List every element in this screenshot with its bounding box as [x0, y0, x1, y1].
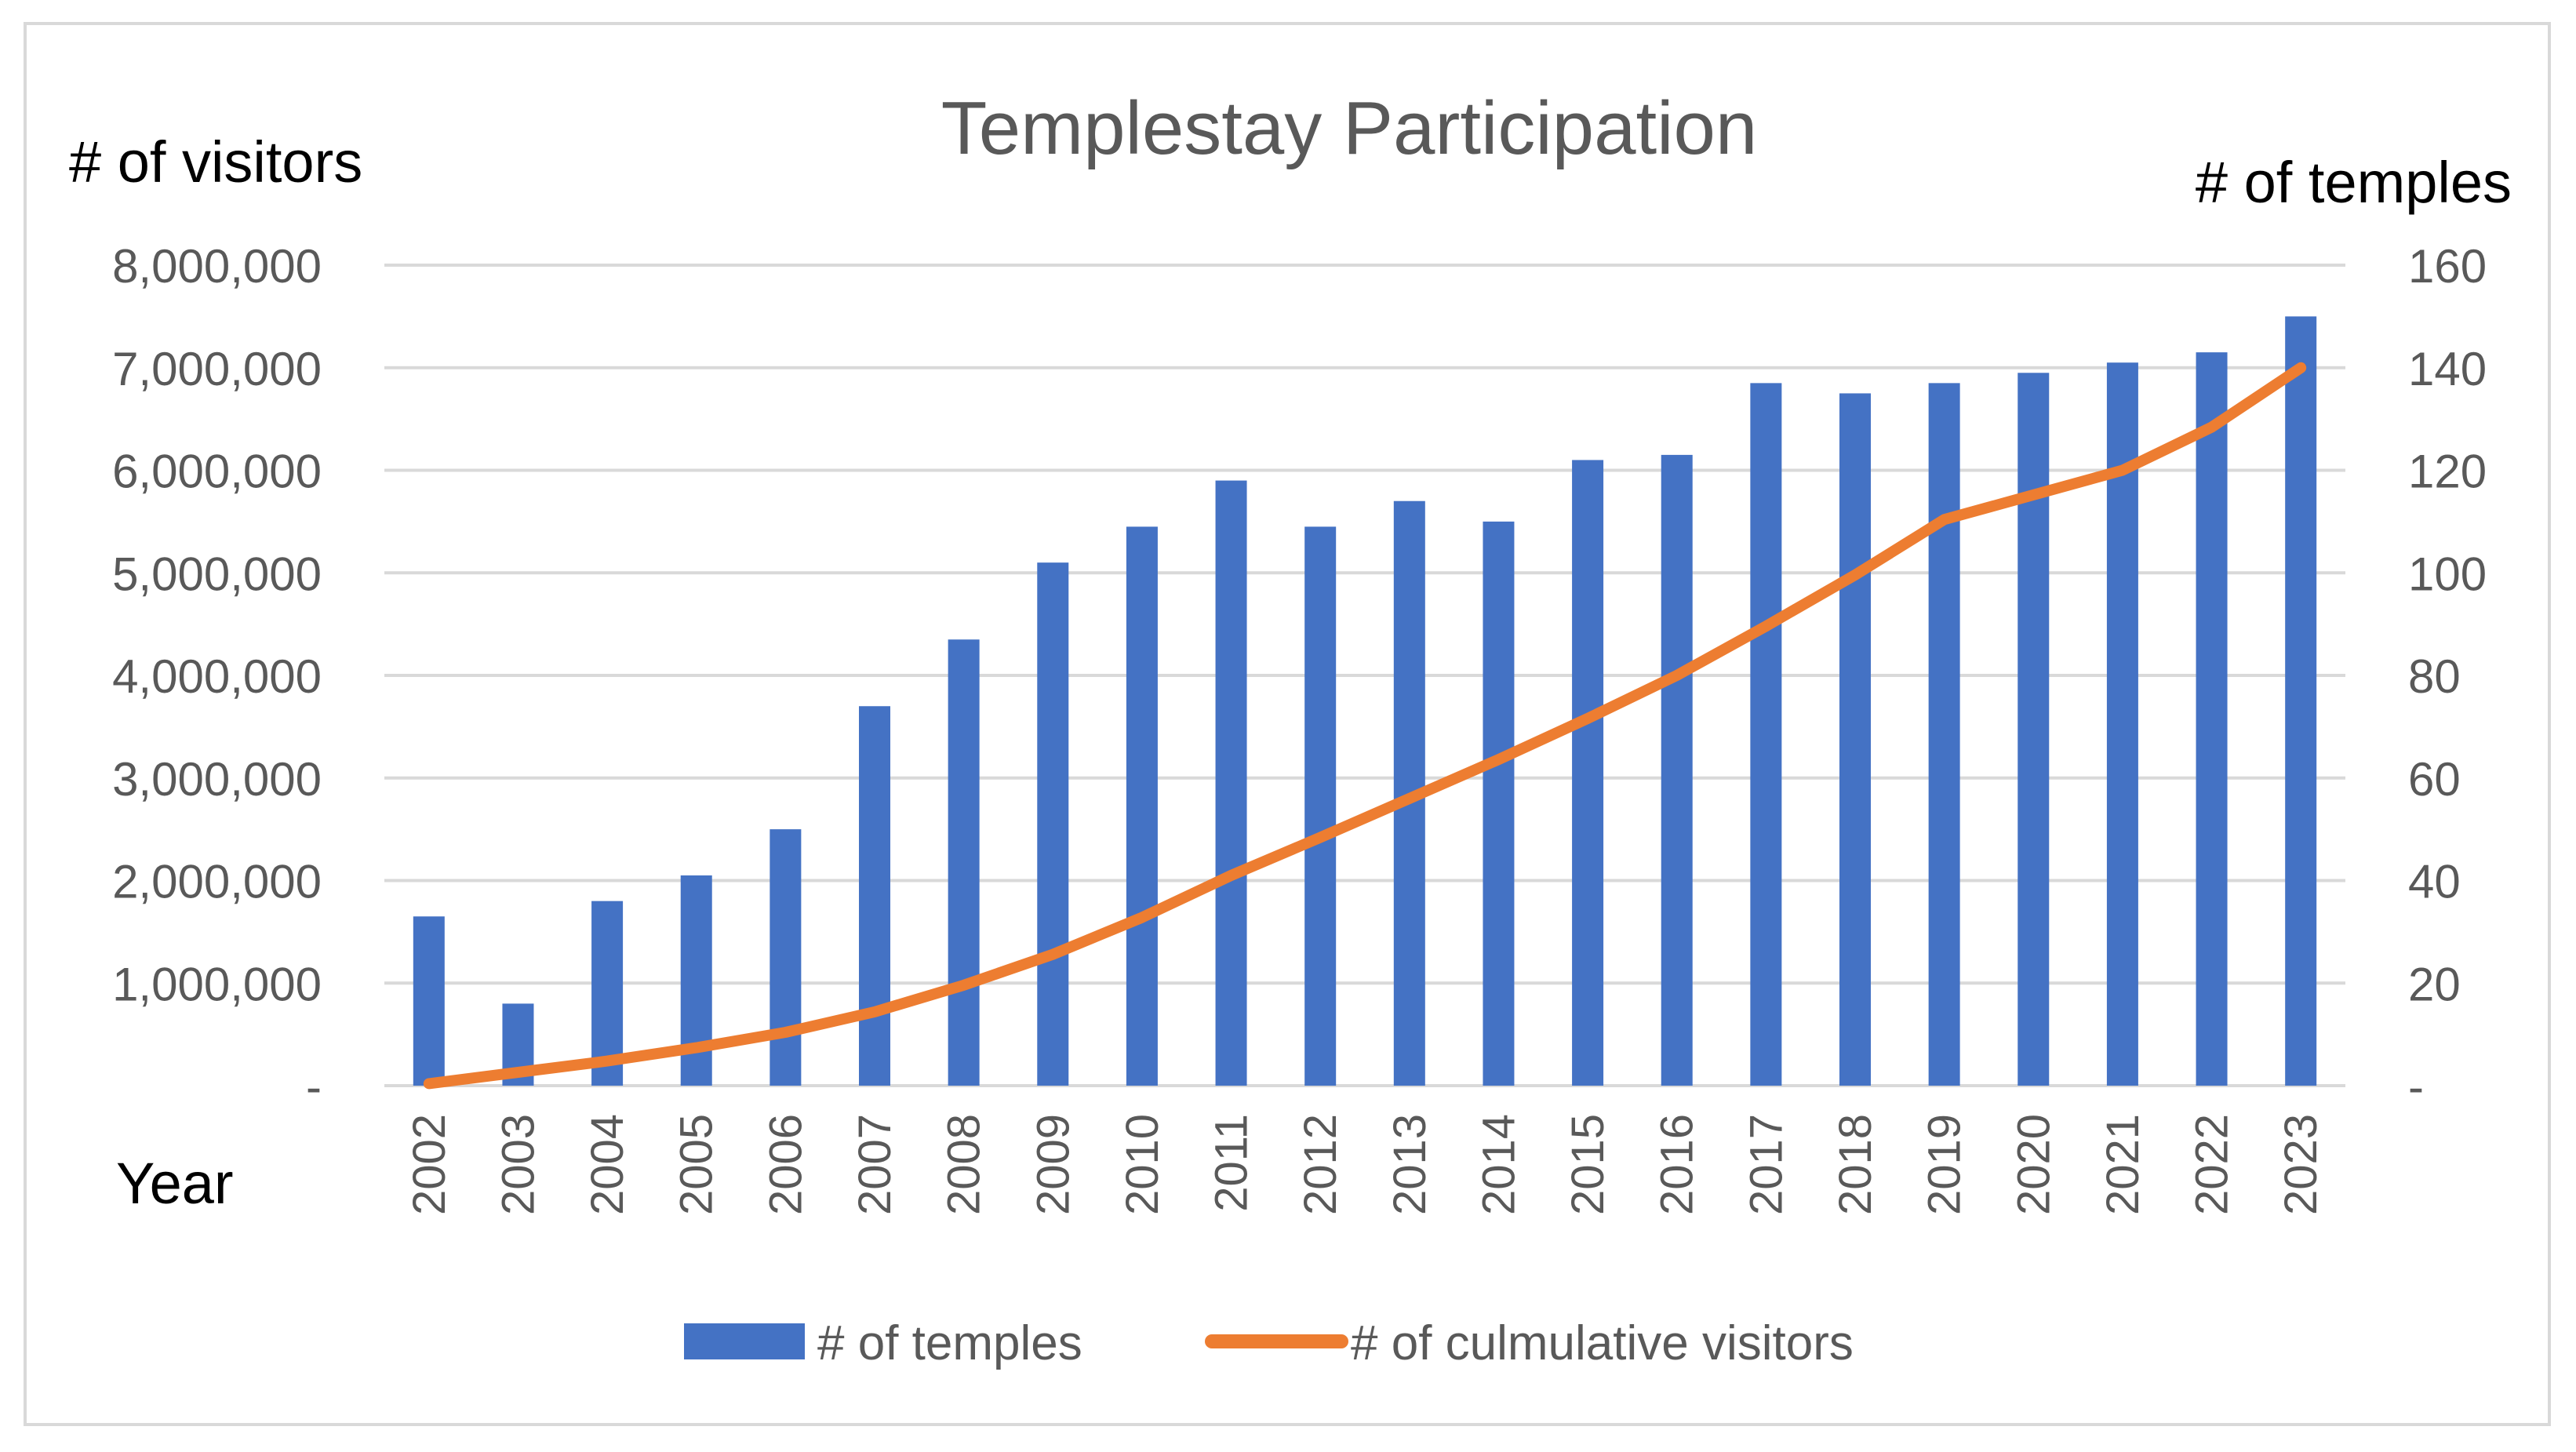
- y-right-tick-label: 80: [2408, 650, 2461, 703]
- x-tick-label: 2003: [493, 1114, 544, 1215]
- y-left-tick-label: 6,000,000: [112, 446, 322, 498]
- x-tick-label: 2004: [582, 1114, 633, 1215]
- point-visitors-2010: [1141, 917, 1143, 919]
- legend-temples-swatch: [684, 1323, 805, 1359]
- bar-temples-2016: [1661, 454, 1693, 1086]
- bar-temples-2009: [1037, 562, 1069, 1086]
- x-tick-label: 2002: [404, 1114, 455, 1215]
- x-tick-label: 2014: [1473, 1114, 1524, 1215]
- x-tick-label: 2016: [1652, 1114, 1703, 1215]
- x-tick-label: 2005: [671, 1114, 722, 1215]
- bar-temples-2007: [859, 706, 890, 1086]
- point-visitors-2023: [2300, 367, 2301, 369]
- point-visitors-2012: [1319, 837, 1321, 839]
- y-left-tick-label: -: [306, 1061, 322, 1113]
- y-right-axis-title: # of temples: [2196, 150, 2512, 215]
- point-visitors-2016: [1676, 675, 1678, 676]
- bar-temples-2017: [1750, 383, 1782, 1086]
- y-right-tick-label: 20: [2408, 958, 2461, 1010]
- right-axis-ticks: - 20 40 60 80 100 120 140 160: [2408, 240, 2487, 1113]
- point-visitors-2020: [2032, 494, 2034, 496]
- x-tick-label: 2008: [939, 1114, 990, 1215]
- y-left-tick-label: 2,000,000: [112, 856, 322, 908]
- bar-temples-2006: [770, 829, 802, 1086]
- bar-temples-2018: [1839, 393, 1871, 1086]
- x-tick-label: 2006: [760, 1114, 811, 1215]
- x-tick-label: 2017: [1741, 1114, 1792, 1215]
- y-right-tick-label: 140: [2408, 343, 2487, 395]
- point-visitors-2019: [1944, 519, 1945, 520]
- bar-temples-2011: [1215, 480, 1247, 1086]
- legend-visitors-label: # of culmulative visitors: [1351, 1316, 1854, 1370]
- point-visitors-2022: [2211, 427, 2213, 428]
- point-visitors-2013: [1409, 798, 1410, 799]
- bar-temples-2021: [2106, 362, 2138, 1086]
- line-culmulative-visitors: [423, 362, 2307, 1090]
- bar-temples-2008: [948, 639, 980, 1086]
- y-left-tick-label: 1,000,000: [112, 958, 322, 1010]
- point-visitors-2008: [963, 984, 965, 986]
- x-tick-label: 2015: [1563, 1114, 1614, 1215]
- x-tick-label: 2020: [2008, 1114, 2059, 1215]
- x-tick-label: 2009: [1028, 1114, 1079, 1215]
- y-left-tick-label: 7,000,000: [112, 343, 322, 395]
- legend-temples-label: # of temples: [817, 1316, 1082, 1370]
- y-right-tick-label: 40: [2408, 856, 2461, 908]
- bar-temples-2019: [1928, 383, 1960, 1086]
- x-tick-label: 2011: [1206, 1114, 1257, 1212]
- point-visitors-2009: [1052, 954, 1053, 955]
- y-left-tick-label: 3,000,000: [112, 753, 322, 806]
- point-visitors-2014: [1497, 759, 1499, 760]
- chart-title: Templestay Participation: [941, 86, 1757, 170]
- y-right-tick-label: 100: [2408, 548, 2487, 600]
- point-visitors-2017: [1765, 625, 1766, 627]
- bar-temples-2020: [2018, 373, 2050, 1086]
- point-visitors-2011: [1231, 875, 1232, 876]
- x-tick-label: 2010: [1117, 1114, 1168, 1215]
- legend: # of temples # of culmulative visitors: [684, 1316, 1854, 1370]
- bar-temples-2014: [1483, 521, 1515, 1086]
- point-visitors-2018: [1854, 574, 1856, 576]
- point-visitors-2004: [606, 1061, 608, 1062]
- y-left-axis-title: # of visitors: [69, 129, 362, 195]
- x-tick-label: 2019: [1919, 1114, 1970, 1215]
- x-tick-label: 2018: [1830, 1114, 1881, 1215]
- x-axis-title: Year: [116, 1151, 234, 1216]
- bar-temples-2012: [1304, 526, 1337, 1086]
- y-right-tick-label: 60: [2408, 753, 2461, 806]
- point-visitors-2005: [696, 1047, 697, 1049]
- x-tick-label: 2023: [2276, 1114, 2327, 1215]
- left-axis-ticks: - 1,000,000 2,000,000 3,000,000 4,000,000 5,0…: [112, 240, 322, 1113]
- y-right-tick-label: -: [2408, 1061, 2424, 1113]
- bar-temples-2022: [2196, 352, 2228, 1086]
- x-axis-ticks: 2002 2003 2004 2005 2006 2007 2008 2009 2010 2011…: [404, 1114, 2327, 1215]
- bar-temples-2023: [2285, 316, 2317, 1086]
- point-visitors-2021: [2122, 470, 2123, 471]
- y-left-tick-label: 5,000,000: [112, 548, 322, 600]
- bar-temples-2002: [413, 916, 445, 1086]
- visitors-line-series: [423, 362, 2307, 1090]
- y-right-tick-label: 160: [2408, 240, 2487, 293]
- y-right-tick-label: 120: [2408, 446, 2487, 498]
- x-tick-label: 2022: [2187, 1114, 2238, 1215]
- gridlines: [384, 264, 2345, 1087]
- bar-temples-2010: [1126, 526, 1158, 1086]
- point-visitors-2003: [517, 1072, 518, 1073]
- bar-temples-2015: [1572, 460, 1604, 1086]
- point-visitors-2002: [428, 1083, 430, 1084]
- x-tick-label: 2021: [2098, 1114, 2148, 1215]
- x-tick-label: 2013: [1384, 1114, 1435, 1215]
- point-visitors-2015: [1587, 718, 1588, 719]
- y-left-tick-label: 8,000,000: [112, 240, 322, 293]
- point-visitors-2007: [874, 1011, 875, 1013]
- x-tick-label: 2012: [1295, 1114, 1346, 1215]
- point-visitors-2006: [784, 1032, 786, 1033]
- y-left-tick-label: 4,000,000: [112, 650, 322, 703]
- temples-bar-series: [413, 316, 2317, 1086]
- x-tick-label: 2007: [850, 1114, 901, 1215]
